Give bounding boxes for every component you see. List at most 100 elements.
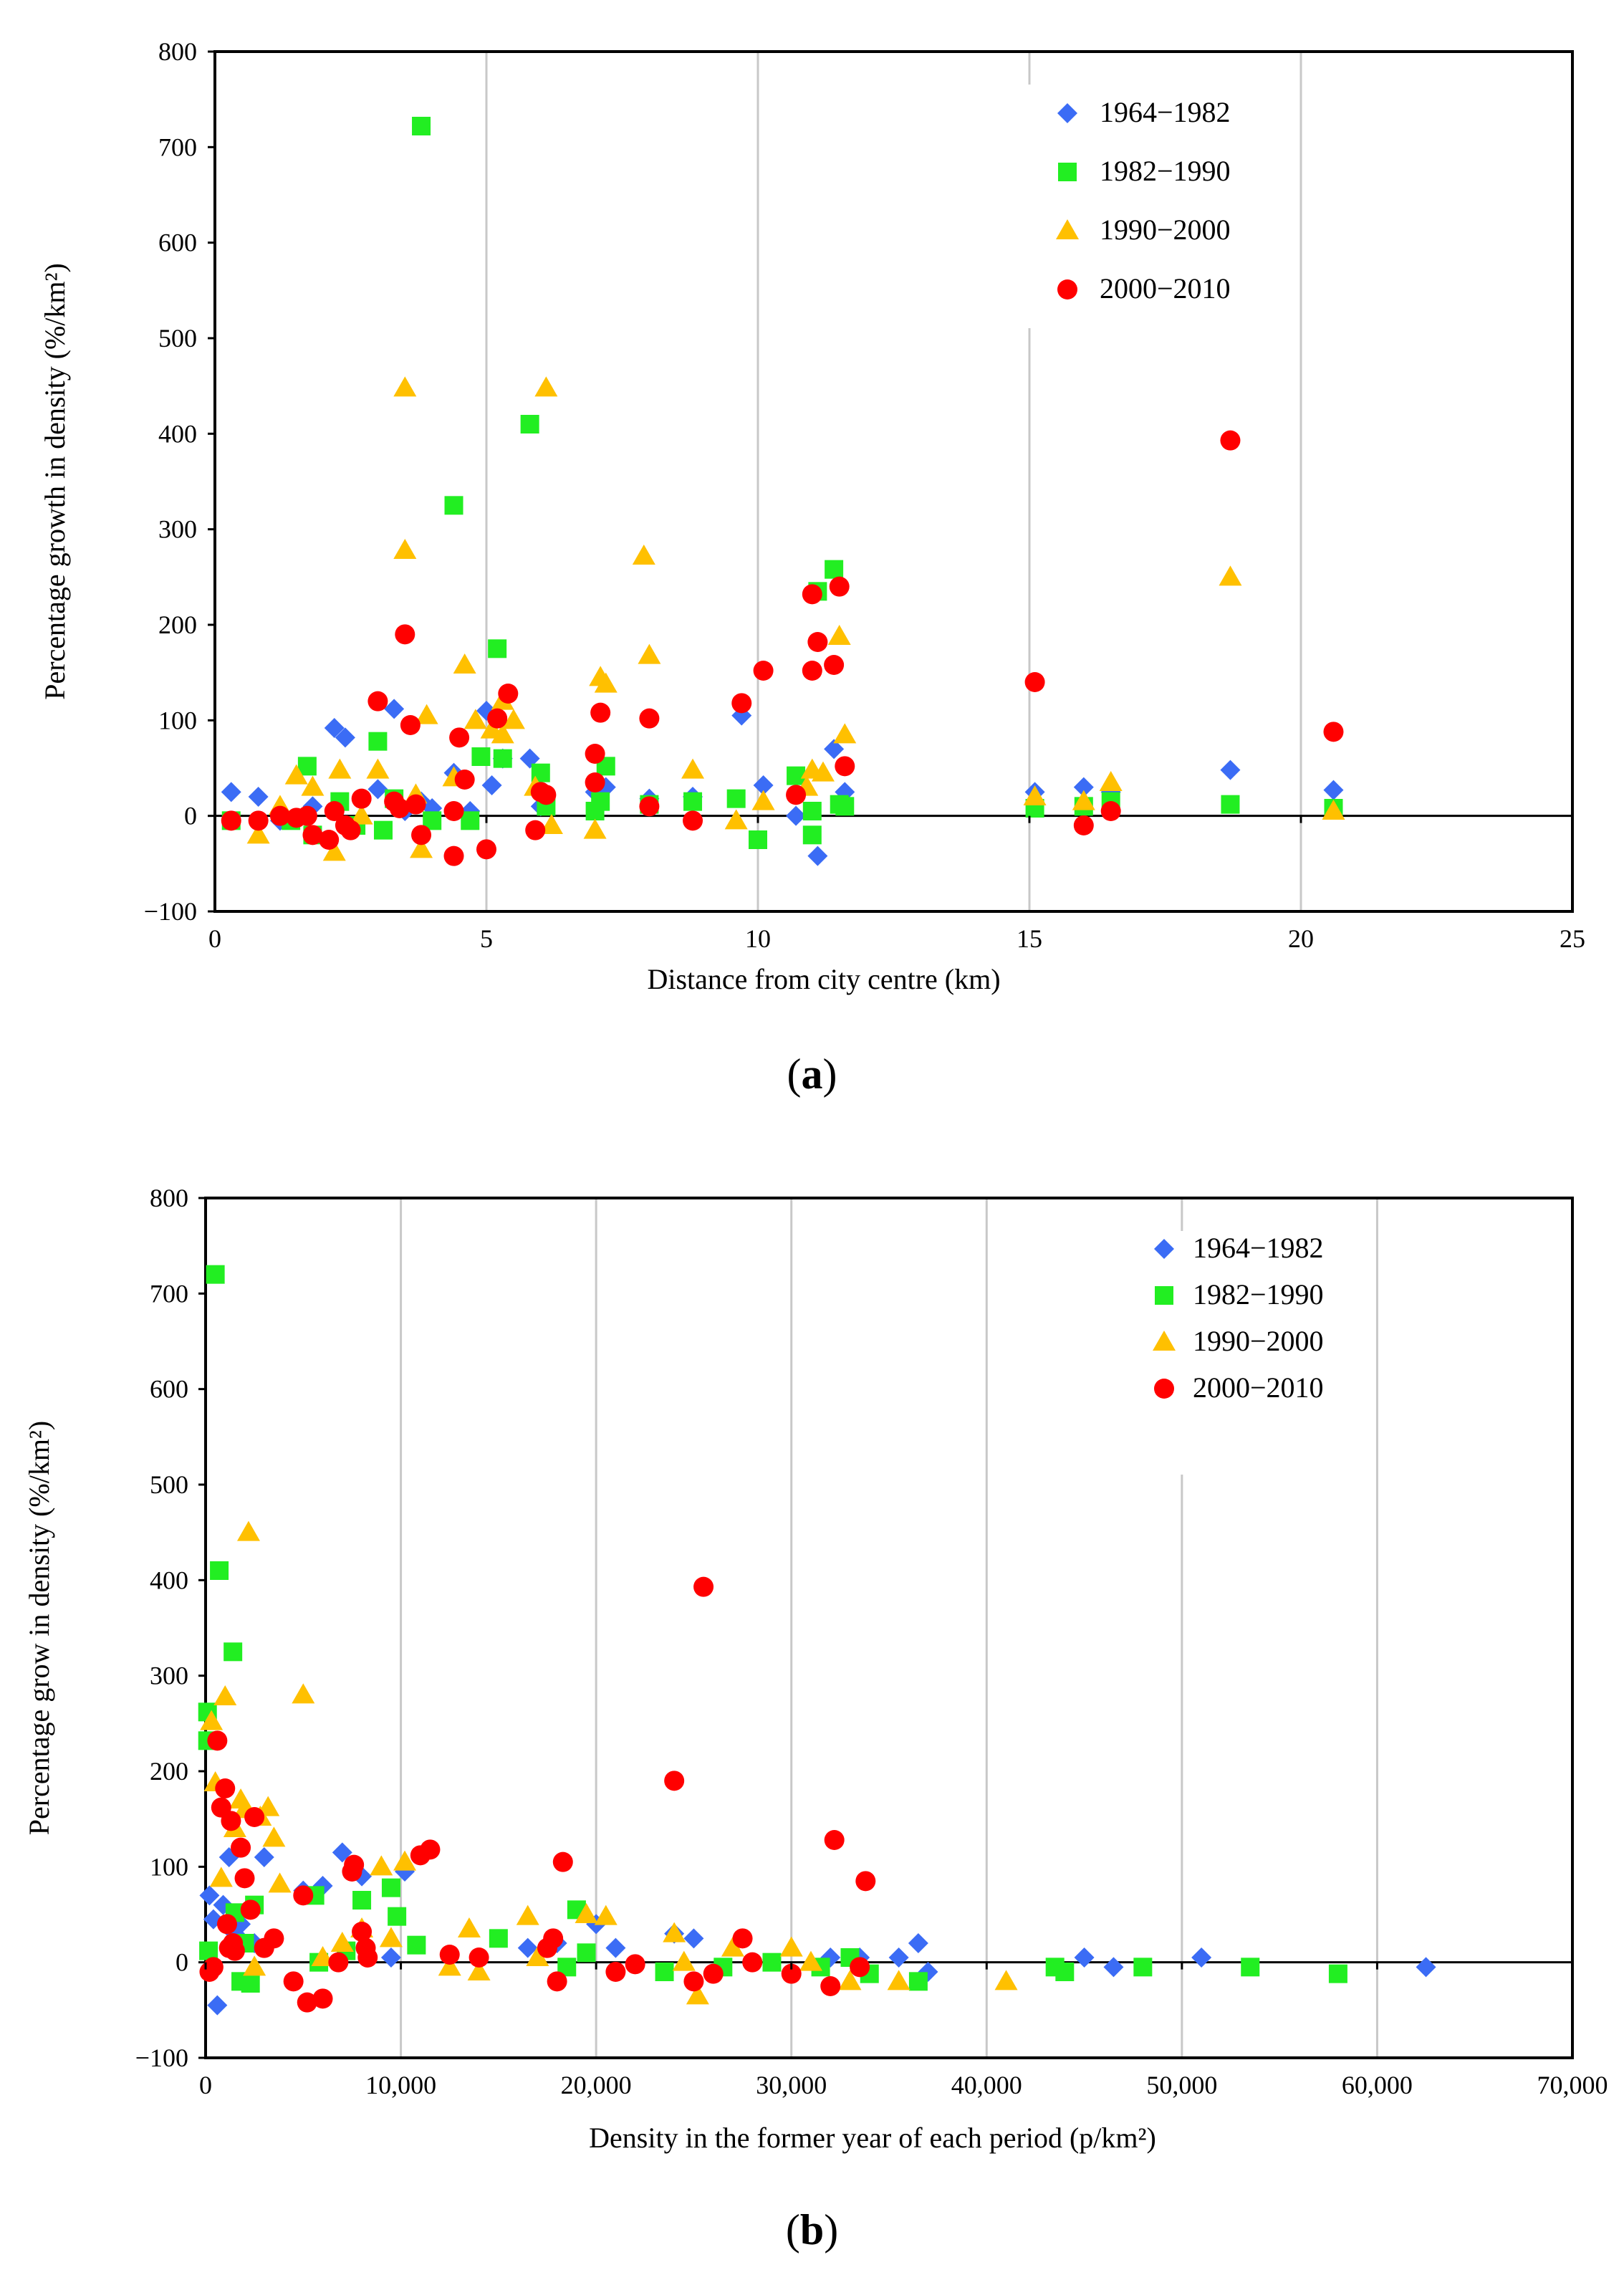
data-point-square — [489, 1929, 508, 1948]
data-point-triangle — [491, 723, 514, 744]
legend-marker-diamond — [1154, 1239, 1174, 1259]
data-point-square — [802, 825, 822, 845]
data-point-circle — [216, 1914, 237, 1935]
data-point-square — [1133, 1958, 1153, 1977]
data-point-circle — [742, 1952, 763, 1973]
x-tick-label: 70,000 — [1537, 2071, 1608, 2099]
data-point-square — [802, 802, 822, 820]
data-point-square — [412, 117, 431, 135]
caption-b: (b) — [785, 2206, 839, 2253]
data-point-triangle — [686, 1984, 709, 2005]
data-point-triangle — [268, 1872, 292, 1893]
data-point-circle — [547, 1971, 567, 1992]
data-point-circle — [324, 801, 345, 821]
x-tick-label: 20,000 — [561, 2071, 632, 2099]
data-point-triangle — [438, 1955, 461, 1976]
chart-b: −100 0 100 200 300 400 500 600 700 800 0 10,000 20,0… — [23, 1184, 1608, 2154]
data-point-circle — [807, 632, 828, 652]
data-points — [198, 1265, 1436, 2016]
data-point-triangle — [724, 809, 748, 830]
data-point-circle — [693, 1576, 714, 1597]
data-point-square — [655, 1963, 674, 1981]
data-point-triangle — [638, 643, 661, 664]
data-point-triangle — [292, 1683, 315, 1704]
data-point-circle — [786, 785, 807, 805]
data-point-circle — [498, 684, 519, 704]
y-tick-label: 400 — [150, 1566, 188, 1594]
data-point-circle — [449, 727, 470, 748]
data-point-triangle — [209, 1867, 233, 1887]
data-point-triangle — [1219, 565, 1242, 586]
x-tick-label: 5 — [480, 924, 493, 953]
data-point-diamond — [207, 1995, 228, 2016]
data-point-diamond — [908, 1933, 928, 1953]
data-point-circle — [215, 1778, 236, 1798]
data-point-triangle — [236, 1520, 260, 1541]
series-1990−2000 — [200, 1520, 1018, 2005]
data-point-circle — [302, 825, 323, 845]
data-point-triangle — [213, 1685, 237, 1705]
data-points — [221, 117, 1345, 866]
series-2000−2010 — [199, 1576, 876, 2013]
y-tick-label: 200 — [158, 610, 197, 639]
legend-label: 2000−2010 — [1193, 1371, 1324, 1404]
legend-label: 1990−2000 — [1193, 1325, 1324, 1357]
data-point-triangle — [663, 1922, 686, 1942]
data-point-circle — [585, 772, 605, 792]
data-point-circle — [269, 805, 290, 826]
data-point-square — [241, 1974, 260, 1993]
data-point-circle — [639, 796, 660, 817]
legend: 1964−1982 1982−1990 1990−2000 2000−2010 — [1110, 1231, 1372, 1475]
data-point-circle — [664, 1771, 685, 1791]
data-point-circle — [221, 1811, 241, 1831]
data-point-circle — [203, 1957, 224, 1978]
y-tick-label: 700 — [150, 1279, 188, 1308]
data-point-triangle — [467, 1960, 491, 1980]
data-point-diamond — [367, 779, 388, 800]
legend: 1964−1982 1982−1990 1990−2000 2000−2010 — [996, 85, 1268, 328]
data-point-triangle — [393, 376, 417, 397]
data-point-square — [488, 639, 507, 658]
data-point-circle — [367, 691, 388, 712]
data-point-circle — [855, 1871, 876, 1892]
data-point-triangle — [415, 704, 438, 724]
data-point-square — [493, 749, 512, 768]
x-tick-label: 0 — [199, 2071, 212, 2099]
data-point-circle — [207, 1730, 228, 1751]
y-tick-label: 800 — [158, 37, 197, 66]
data-point-circle — [683, 810, 703, 831]
data-point-circle — [820, 1976, 841, 1996]
data-point-triangle — [350, 804, 373, 825]
chart-panel-b: −100 0 100 200 300 400 500 600 700 800 0 10,000 20,0… — [0, 1146, 1624, 2295]
chart-a: −100 0 100 200 300 400 500 600 700 800 0 5 10 15 20 25 1… — [39, 37, 1585, 995]
data-point-circle — [1073, 815, 1094, 835]
data-point-diamond — [248, 787, 269, 807]
data-point-square — [1221, 795, 1240, 814]
data-point-circle — [319, 830, 340, 850]
y-tick-label: 500 — [150, 1470, 188, 1499]
data-point-triangle — [632, 545, 655, 565]
y-tick-label: 400 — [158, 419, 197, 448]
data-point-triangle — [366, 758, 390, 779]
series-1990−2000 — [246, 376, 1345, 861]
y-tick-label: −100 — [144, 897, 197, 926]
data-point-square — [825, 560, 844, 579]
data-point-square — [1055, 1963, 1075, 1981]
legend-marker-circle — [1057, 279, 1077, 300]
data-point-diamond — [1103, 1957, 1124, 1978]
data-point-circle — [585, 744, 605, 764]
data-point-circle — [639, 708, 660, 729]
data-point-diamond — [753, 775, 774, 795]
y-tick-label: 500 — [158, 324, 197, 353]
data-point-square — [762, 1953, 782, 1972]
y-tick-label: −100 — [135, 2044, 188, 2072]
data-point-circle — [824, 655, 845, 675]
data-point-triangle — [463, 709, 487, 729]
x-tick-label: 25 — [1560, 924, 1585, 953]
chart-panel-a: −100 0 100 200 300 400 500 600 700 800 0 5 10 15 20 25 1… — [0, 0, 1624, 1146]
x-tick-label: 50,000 — [1146, 2071, 1217, 2099]
data-point-triangle — [330, 1932, 354, 1952]
data-point-circle — [443, 801, 464, 821]
data-point-circle — [351, 788, 372, 809]
data-point-triangle — [262, 1826, 286, 1847]
